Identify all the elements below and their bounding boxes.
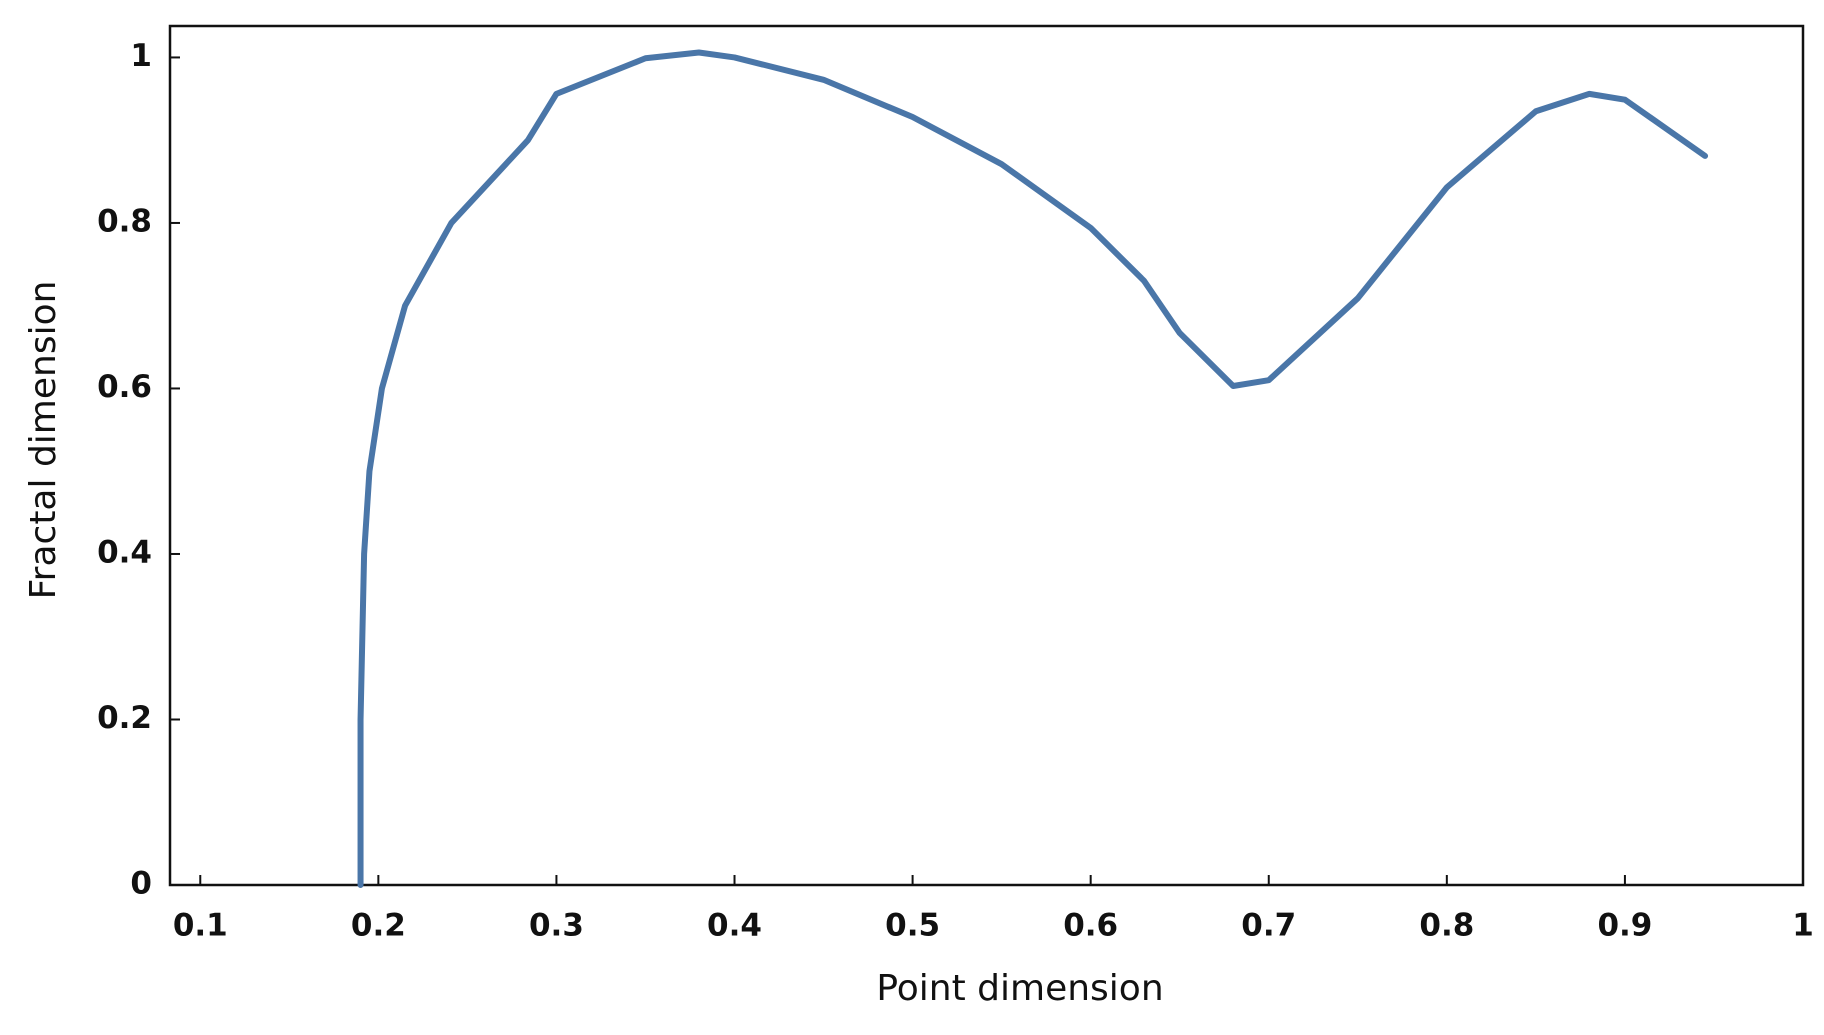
y-tick-label: 0.6 <box>97 369 152 405</box>
x-tick-label: 0.9 <box>1597 908 1652 944</box>
plot-frame <box>168 24 1805 887</box>
x-tick-label: 0.2 <box>351 908 406 944</box>
x-tick-label: 0.6 <box>1063 908 1118 944</box>
x-tick-label: 0.1 <box>173 908 228 944</box>
data-line <box>357 49 1709 888</box>
x-tick-label: 0.3 <box>529 908 584 944</box>
x-tick-label: 0.8 <box>1419 908 1474 944</box>
x-tick-label: 0.5 <box>885 908 940 944</box>
y-tick-label: 0.2 <box>97 700 152 736</box>
x-tick-label: 0.4 <box>707 908 762 944</box>
y-axis-label: Fractal dimension <box>23 281 64 600</box>
x-tick-label: 0.7 <box>1241 908 1296 944</box>
x-tick-label: 1 <box>1792 908 1814 944</box>
y-tick-label: 0 <box>130 866 152 902</box>
y-tick-label: 1 <box>130 38 152 74</box>
y-tick-label: 0.8 <box>97 203 152 239</box>
y-tick-label: 0.4 <box>97 534 152 570</box>
x-axis-label: Point dimension <box>876 968 1163 1009</box>
